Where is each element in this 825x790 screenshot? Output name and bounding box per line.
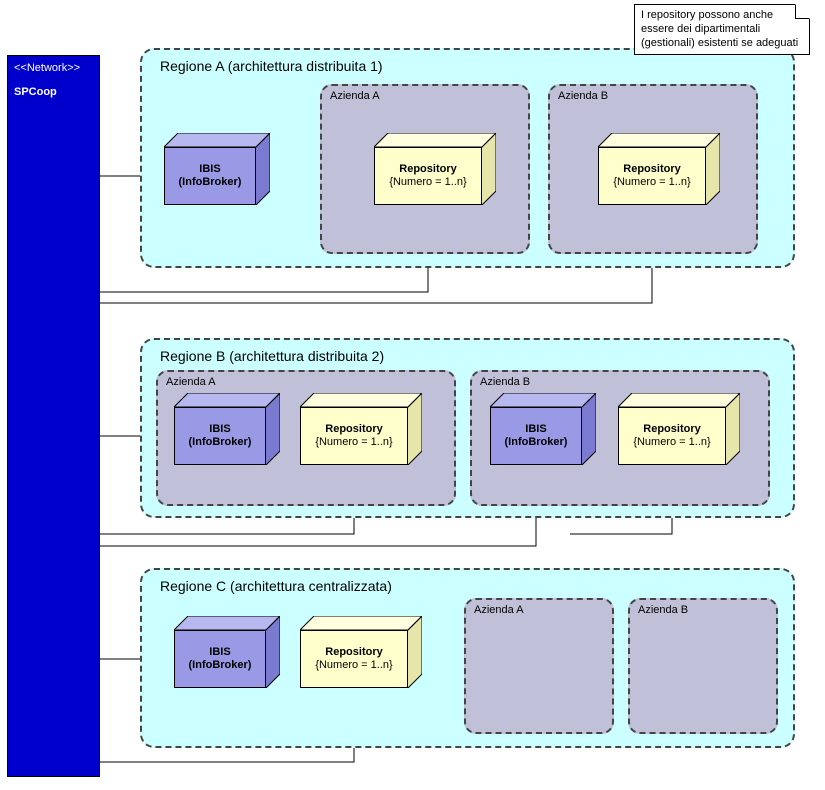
azienda-title: Azienda B — [558, 90, 608, 102]
repository-node: Repository{Numero = 1..n} — [598, 133, 720, 205]
region-title: Regione C (architettura centralizzata) — [160, 578, 392, 594]
azienda-title: Azienda B — [638, 604, 688, 616]
ibis-node: IBIS(InfoBroker) — [490, 393, 596, 465]
azienda-title: Azienda A — [166, 376, 216, 388]
azienda-box: Azienda A — [464, 598, 614, 734]
network-node: <<Network>> SPCoop — [7, 55, 100, 777]
azienda-box: Azienda B — [628, 598, 778, 734]
note-text: I repository possono anche essere dei di… — [641, 9, 798, 49]
azienda-title: Azienda B — [480, 376, 530, 388]
region-title: Regione B (architettura distribuita 2) — [160, 348, 384, 364]
network-stereotype: <<Network>> — [14, 62, 80, 74]
ibis-node: IBIS(InfoBroker) — [164, 133, 270, 205]
azienda-title: Azienda A — [474, 604, 524, 616]
repository-node: Repository{Numero = 1..n} — [618, 393, 740, 465]
repository-node: Repository{Numero = 1..n} — [300, 393, 422, 465]
repository-node: Repository{Numero = 1..n} — [300, 616, 422, 688]
repository-node: Repository{Numero = 1..n} — [374, 133, 496, 205]
network-name: SPCoop — [14, 86, 57, 98]
azienda-title: Azienda A — [330, 90, 380, 102]
ibis-node: IBIS(InfoBroker) — [174, 616, 280, 688]
region-title: Regione A (architettura distribuita 1) — [160, 58, 383, 74]
uml-note: I repository possono anche essere dei di… — [634, 4, 810, 55]
ibis-node: IBIS(InfoBroker) — [174, 393, 280, 465]
